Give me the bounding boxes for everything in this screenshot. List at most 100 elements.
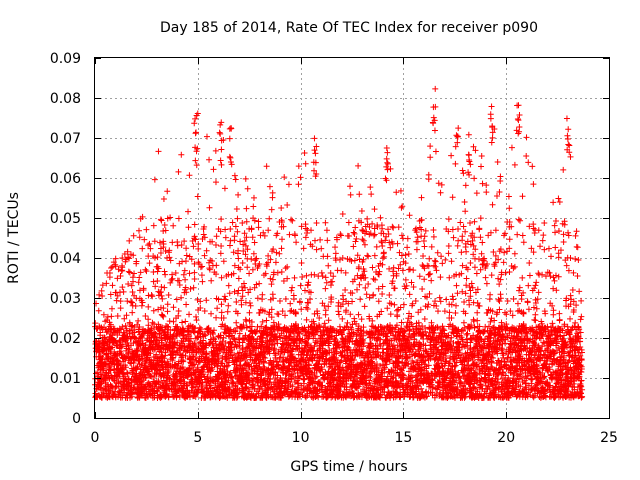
data-point (108, 305, 115, 312)
data-point (108, 344, 115, 351)
data-point (136, 341, 143, 348)
data-point (239, 260, 246, 267)
data-point (386, 291, 393, 298)
data-point (259, 291, 266, 298)
data-point (356, 191, 363, 198)
data-point (372, 276, 379, 283)
data-point (155, 148, 162, 155)
data-point (108, 265, 115, 272)
data-point (247, 302, 254, 309)
data-point (139, 331, 146, 338)
data-point (234, 215, 241, 222)
data-point (297, 282, 304, 289)
data-point (437, 189, 444, 196)
data-point (395, 224, 402, 231)
data-point (182, 258, 189, 265)
data-point (427, 143, 434, 150)
data-point (410, 267, 417, 274)
data-point (234, 228, 241, 235)
data-point (413, 246, 420, 253)
data-point (352, 224, 359, 231)
data-point (107, 291, 114, 298)
data-point (375, 298, 382, 305)
data-point (325, 317, 332, 324)
data-point (158, 284, 165, 291)
data-point (346, 232, 353, 239)
data-point (445, 250, 452, 257)
data-point (358, 207, 365, 214)
data-point (276, 297, 283, 304)
data-point (100, 311, 107, 318)
data-point (208, 277, 215, 284)
data-point (112, 255, 119, 262)
data-point (186, 311, 193, 318)
data-point (185, 208, 192, 215)
data-point (151, 176, 158, 183)
data-point (318, 245, 325, 252)
data-point (276, 250, 283, 257)
data-point (221, 185, 228, 192)
data-point (185, 224, 192, 231)
data-point (126, 255, 133, 262)
data-point (135, 317, 142, 324)
data-point (243, 205, 250, 212)
data-point (313, 246, 320, 253)
data-point (347, 183, 354, 190)
data-point (427, 270, 434, 277)
data-point (191, 221, 198, 228)
data-point (179, 319, 186, 326)
data-point (162, 352, 169, 359)
data-point (98, 287, 105, 294)
data-point (142, 266, 149, 273)
data-point (384, 305, 391, 312)
data-point (125, 376, 132, 383)
data-point (282, 265, 289, 272)
data-point (246, 270, 253, 277)
data-point (124, 298, 131, 305)
data-point (128, 282, 135, 289)
data-point (107, 321, 114, 328)
data-point (377, 214, 384, 221)
data-point (125, 281, 132, 288)
data-point (318, 269, 325, 276)
data-point (218, 216, 225, 223)
data-point (225, 282, 232, 289)
data-point (254, 295, 261, 302)
data-point (213, 233, 220, 240)
data-point (402, 276, 409, 283)
data-point (119, 370, 126, 377)
data-point (279, 236, 286, 243)
data-point (193, 162, 200, 169)
data-point (185, 328, 192, 335)
data-point (213, 314, 220, 321)
data-point (149, 293, 156, 300)
data-point (344, 319, 351, 326)
data-point (445, 216, 452, 223)
data-point (259, 318, 266, 325)
data-point (217, 250, 224, 257)
data-point (239, 219, 246, 226)
data-point (175, 215, 182, 222)
data-point (359, 236, 366, 243)
data-point (287, 300, 294, 307)
data-point (203, 297, 210, 304)
data-point (124, 248, 131, 255)
data-point (225, 302, 232, 309)
data-point (147, 245, 154, 252)
data-point (119, 284, 126, 291)
data-point (313, 220, 320, 227)
data-point (116, 373, 123, 380)
data-point (412, 298, 419, 305)
data-point (146, 260, 153, 267)
data-point (255, 218, 262, 225)
data-point (96, 349, 103, 356)
data-point (332, 250, 339, 257)
data-point (296, 299, 303, 306)
data-point (273, 249, 280, 256)
data-point (161, 268, 168, 275)
data-point (167, 214, 174, 221)
data-point (218, 243, 225, 250)
data-point (108, 313, 115, 320)
data-point (130, 278, 137, 285)
